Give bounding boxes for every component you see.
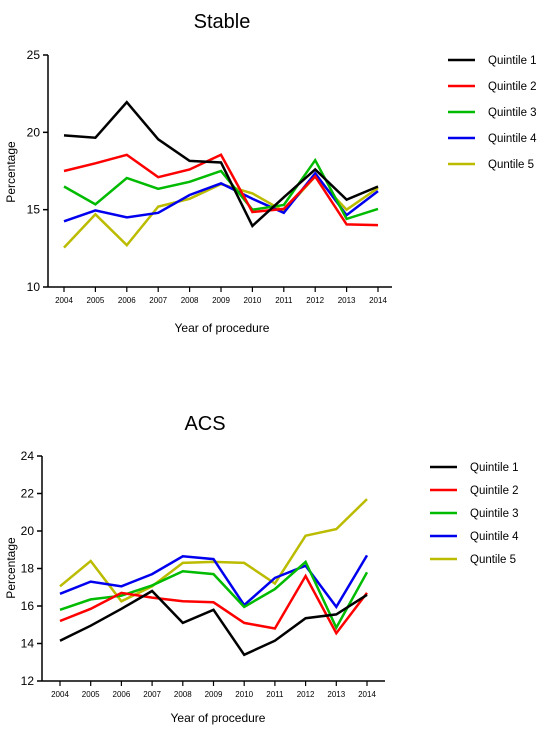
legend-label: Quintile 4 [488,133,537,145]
legend-label: Quintile 1 [470,462,519,474]
series-line-quintile-3 [63,157,379,221]
y-tick-label: 24 [21,449,35,463]
chart-2-xlabel: Year of procedure [171,711,266,725]
x-tick-label: 2009 [212,296,230,305]
chart-1-xlabel: Year of procedure [175,321,270,335]
x-tick-label: 2007 [143,690,161,699]
series-line-quintile-2 [63,153,379,227]
x-tick-label: 2004 [55,296,73,305]
series-line-quintile-2 [59,573,368,636]
legend-label: Quintile 3 [488,107,537,119]
series-line-quintile-1 [59,589,368,657]
x-tick-label: 2008 [181,296,199,305]
x-tick-label: 2009 [205,690,223,699]
x-tick-label: 2006 [118,296,136,305]
x-tick-label: 2011 [266,690,284,699]
y-tick-label: 25 [27,48,41,62]
y-tick-label: 16 [21,599,35,613]
y-tick-label: 20 [21,524,35,538]
y-tick-label: 18 [21,562,35,576]
y-tick-label: 14 [21,637,35,651]
legend-label: Quintile 2 [470,485,519,497]
x-tick-label: 2014 [369,296,387,305]
x-tick-label: 2011 [275,296,293,305]
x-tick-label: 2010 [235,690,253,699]
series-line-quintile-1 [63,100,379,228]
legend-label: Quintile 1 [488,55,537,67]
y-tick-label: 12 [21,674,35,688]
chart-1-ylabel: Percentage [4,141,18,203]
x-tick-label: 2006 [113,690,131,699]
chart-2-title: ACS [184,413,225,435]
y-tick-label: 22 [21,487,35,501]
x-tick-label: 2013 [327,690,345,699]
x-tick-label: 2012 [306,296,324,305]
series-line-quntile-5 [59,498,368,603]
legend-label: Quintile 3 [470,508,519,520]
chart-2-ylabel: Percentage [4,537,18,599]
y-tick-label: 20 [27,125,41,139]
x-tick-label: 2004 [51,690,69,699]
legend-label: Quntile 5 [470,554,516,566]
chart-1-title: Stable [194,11,251,33]
x-tick-label: 2010 [244,296,262,305]
x-tick-label: 2008 [174,690,192,699]
x-tick-label: 2014 [358,690,376,699]
y-tick-label: 15 [27,203,41,217]
legend-label: Quntile 5 [488,159,534,171]
legend-label: Quintile 2 [488,81,537,93]
series-line-quintile-4 [59,554,369,610]
legend-label: Quintile 4 [470,531,519,543]
y-tick-label: 10 [27,280,41,294]
series-line-quintile-4 [63,171,379,223]
x-tick-label: 2005 [82,690,100,699]
x-tick-label: 2013 [338,296,356,305]
x-tick-label: 2012 [297,690,315,699]
x-tick-label: 2007 [149,296,167,305]
x-tick-label: 2005 [87,296,105,305]
